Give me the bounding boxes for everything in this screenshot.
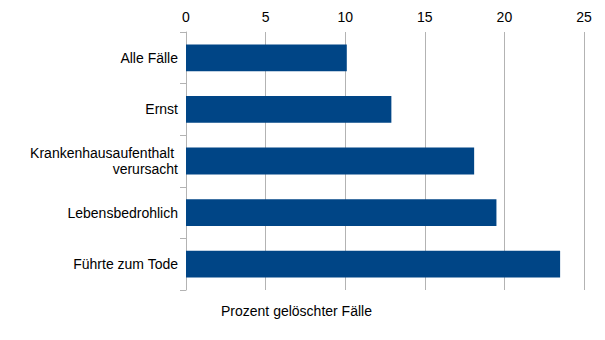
svg-text:Lebensbedrohlich: Lebensbedrohlich	[67, 205, 178, 221]
svg-text:10: 10	[337, 9, 353, 25]
svg-text:verursacht: verursacht	[113, 161, 178, 177]
svg-text:Alle Fälle: Alle Fälle	[120, 50, 178, 66]
svg-text:20: 20	[497, 9, 513, 25]
svg-text:0: 0	[182, 9, 190, 25]
svg-text:Prozent gelöschter Fälle: Prozent gelöschter Fälle	[221, 303, 372, 319]
svg-text:5: 5	[262, 9, 270, 25]
svg-text:25: 25	[576, 9, 592, 25]
svg-text:15: 15	[417, 9, 433, 25]
svg-text:Krankenhausaufenthalt: Krankenhausaufenthalt	[30, 145, 178, 161]
svg-text:Ernst: Ernst	[145, 101, 178, 117]
svg-text:Führte zum Tode: Führte zum Tode	[73, 256, 178, 272]
